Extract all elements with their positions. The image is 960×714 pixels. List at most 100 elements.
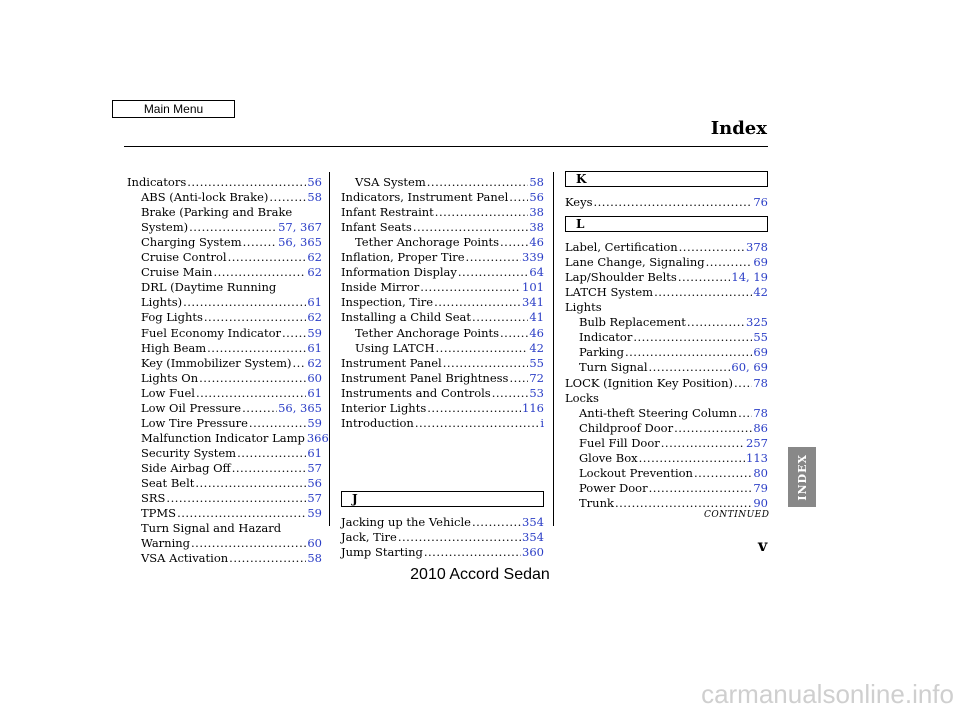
page-link[interactable]: 257 <box>746 435 768 450</box>
page-link[interactable]: 341 <box>522 295 544 310</box>
main-menu-button[interactable]: Main Menu <box>112 100 235 118</box>
index-entry: Cruise Control 62 <box>127 250 322 265</box>
page-link[interactable]: 62 <box>307 250 322 265</box>
page-link[interactable]: 19 <box>753 270 768 285</box>
page-link[interactable]: 46 <box>529 325 544 340</box>
entry-label: Tether Anchorage Points <box>355 325 500 340</box>
page-link[interactable]: 116 <box>522 400 544 415</box>
page-link[interactable]: 38 <box>529 220 544 235</box>
page-link[interactable]: 101 <box>522 280 544 295</box>
page-link[interactable]: i <box>540 415 544 430</box>
page-link[interactable]: 69 <box>753 255 768 270</box>
entry-label: Inflation, Proper Tire <box>341 250 465 265</box>
page-link[interactable]: 61 <box>307 445 322 460</box>
page-link[interactable]: 86 <box>753 420 768 435</box>
page-link[interactable]: 76 <box>753 195 768 210</box>
index-entry-heading: DRL (Daytime Running <box>127 280 322 295</box>
entry-label: Indicators <box>127 175 187 190</box>
page-link[interactable]: 59 <box>307 415 322 430</box>
page-link[interactable]: 365 <box>300 235 322 250</box>
page-link[interactable]: 339 <box>522 250 544 265</box>
dot-leader <box>249 416 306 431</box>
page-links: 76 <box>753 195 768 210</box>
page-link[interactable]: 90 <box>753 495 768 510</box>
page-link[interactable]: 42 <box>529 340 544 355</box>
page-link[interactable]: 56 <box>307 175 322 190</box>
page-link[interactable]: 59 <box>307 506 322 521</box>
page-link[interactable]: 69 <box>753 345 768 360</box>
page-link[interactable]: 55 <box>753 330 768 345</box>
entry-label: Fuel Economy Indicator <box>141 325 281 340</box>
page-link[interactable]: 57 <box>307 491 322 506</box>
page-links: 101 <box>522 280 544 295</box>
page-link[interactable]: 56 <box>307 475 322 490</box>
page-link[interactable]: 78 <box>753 405 768 420</box>
page-link[interactable]: 56 <box>278 400 293 415</box>
page-link[interactable]: 61 <box>307 340 322 355</box>
dot-leader <box>500 326 528 341</box>
page-link[interactable]: 41 <box>529 310 544 325</box>
page-link[interactable]: 14 <box>731 270 747 285</box>
page-links: 61 <box>307 341 322 356</box>
page-link[interactable]: 365 <box>300 400 322 415</box>
page-link[interactable]: 60 <box>731 360 747 375</box>
page-link[interactable]: 42 <box>753 285 768 300</box>
page-link[interactable]: 61 <box>307 385 322 400</box>
page-link[interactable]: 64 <box>529 265 544 280</box>
index-side-tab[interactable]: INDEX <box>788 447 816 507</box>
dot-leader <box>436 341 529 356</box>
page-link[interactable]: 60 <box>307 536 322 551</box>
dot-leader <box>458 265 528 280</box>
page-link[interactable]: 57 <box>307 460 322 475</box>
page-link[interactable]: 325 <box>746 315 768 330</box>
page-link[interactable]: 62 <box>307 265 322 280</box>
page-link[interactable]: 61 <box>307 295 322 310</box>
page-link[interactable]: 53 <box>529 385 544 400</box>
page-link[interactable]: 69 <box>753 360 768 375</box>
page-link[interactable]: 46 <box>529 235 544 250</box>
entry-label: Instruments and Controls <box>341 385 491 400</box>
dot-leader <box>189 220 277 235</box>
page-link[interactable]: 55 <box>529 355 544 370</box>
page-link[interactable]: 78 <box>753 375 768 390</box>
entry-label: Lockout Prevention <box>579 465 693 480</box>
page-links: 60 <box>307 371 322 386</box>
page-link[interactable]: 367 <box>300 220 322 235</box>
index-entry: Lights) 61 <box>127 295 322 310</box>
dot-leader <box>734 376 752 391</box>
entry-label: ABS (Anti-lock Brake) <box>141 190 269 205</box>
page-link[interactable]: 62 <box>307 355 322 370</box>
page-link[interactable]: 360 <box>522 545 544 560</box>
page-links: 366 <box>307 431 329 446</box>
page-link[interactable]: 79 <box>753 480 768 495</box>
page-link[interactable]: 72 <box>529 370 544 385</box>
page-link[interactable]: 59 <box>307 325 322 340</box>
dot-leader <box>654 285 752 300</box>
page-link[interactable]: 80 <box>753 465 768 480</box>
entry-label: Fuel Fill Door <box>579 435 660 450</box>
page-link[interactable]: 378 <box>746 240 768 255</box>
page-link[interactable]: 354 <box>522 530 544 545</box>
page-links: 38 <box>529 205 544 220</box>
dot-leader <box>420 280 521 295</box>
index-entry: Bulb Replacement 325 <box>565 315 768 330</box>
entry-label: Introduction <box>341 415 414 430</box>
page-link[interactable]: 38 <box>529 205 544 220</box>
index-entry: Introduction i <box>341 416 544 431</box>
page-links: 61 <box>307 386 322 401</box>
page-link[interactable]: 60 <box>307 370 322 385</box>
page-link[interactable]: 62 <box>307 310 322 325</box>
page-link[interactable]: 58 <box>529 175 544 190</box>
page-link[interactable]: 56 <box>529 190 544 205</box>
page-link[interactable]: 354 <box>522 515 544 530</box>
dot-leader <box>269 190 306 205</box>
page-link[interactable]: 57 <box>278 220 293 235</box>
index-entry: Jack, Tire 354 <box>341 530 544 545</box>
page-links: 53 <box>529 386 544 401</box>
page-link[interactable]: 58 <box>307 551 322 566</box>
page-link[interactable]: 58 <box>307 190 322 205</box>
page-link[interactable]: 113 <box>746 450 768 465</box>
page-links: 55 <box>529 356 544 371</box>
page-link[interactable]: 56 <box>278 235 293 250</box>
page-link[interactable]: 366 <box>306 430 329 445</box>
